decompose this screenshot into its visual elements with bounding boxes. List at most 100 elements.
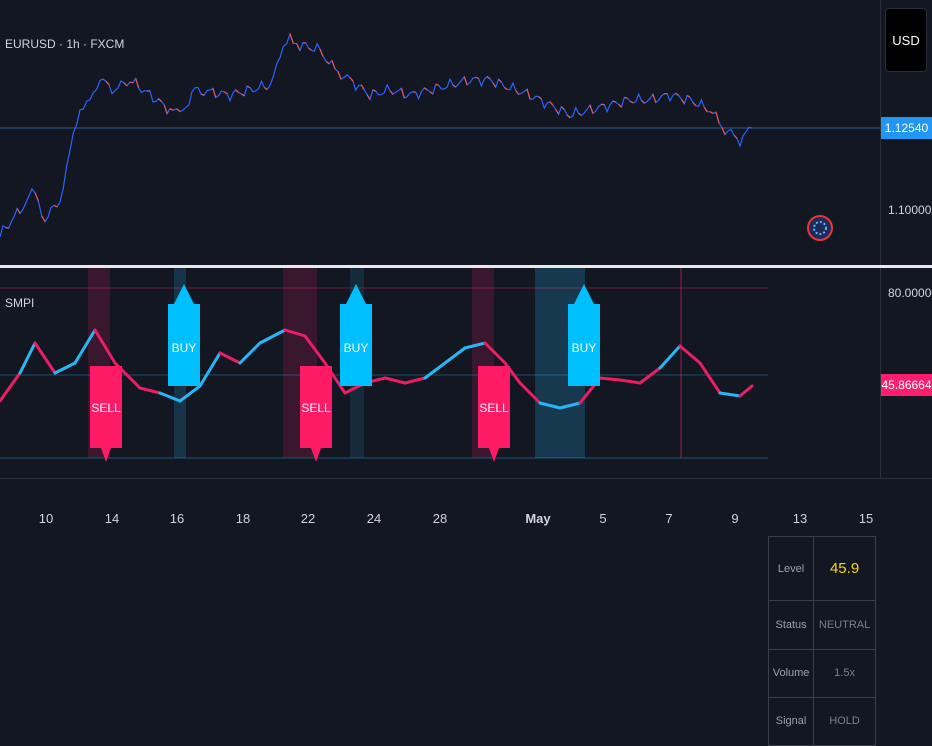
bear-segment — [499, 79, 502, 82]
bear-segment — [653, 94, 656, 102]
bear-segment — [297, 44, 300, 51]
bear-segment — [687, 96, 690, 98]
bear-segment — [159, 99, 162, 102]
sell-flag[interactable]: SELL — [478, 366, 510, 462]
bear-segment — [676, 93, 679, 95]
bear-segment — [367, 95, 370, 100]
bear-segment — [630, 101, 633, 103]
bear-segment — [734, 135, 737, 138]
bear-segment — [476, 77, 479, 78]
bear-segment — [424, 88, 427, 90]
oscillator-segment — [260, 330, 285, 343]
bear-segment — [613, 101, 616, 102]
bear-segment — [241, 94, 244, 96]
bear-segment — [681, 99, 684, 104]
bear-segment — [716, 112, 719, 123]
oscillator-segment — [35, 343, 55, 373]
oscillator-segment — [140, 388, 160, 393]
oscillator-segment — [660, 346, 680, 368]
bear-segment — [390, 91, 393, 95]
bear-segment — [6, 228, 9, 229]
time-tick: 16 — [170, 511, 184, 526]
currency-button[interactable]: USD — [885, 8, 927, 72]
bear-segment — [539, 97, 542, 100]
stats-label: Volume — [769, 649, 814, 697]
time-tick: 5 — [599, 511, 606, 526]
stats-value: HOLD — [814, 697, 876, 745]
bear-segment — [550, 102, 553, 106]
bear-segment — [124, 83, 127, 86]
bear-segment — [54, 205, 57, 207]
bear-segment — [17, 209, 20, 214]
bear-segment — [710, 112, 713, 114]
bear-segment — [320, 49, 323, 56]
oscillator-segment — [600, 378, 620, 380]
bear-segment — [373, 90, 376, 91]
indicator-chart[interactable]: BUY BUY BUY SELL SELL SELL — [0, 268, 880, 478]
oscillator-segment — [385, 378, 405, 383]
bear-segment — [693, 102, 696, 105]
sell-zone — [680, 268, 682, 458]
bear-segment — [527, 89, 530, 99]
stats-label: Signal — [769, 697, 814, 745]
oscillator-segment — [620, 380, 640, 383]
time-axis[interactable]: 10 14 16 18 22 24 28 May 5 7 9 13 15 — [0, 478, 932, 551]
oscillator-segment — [445, 348, 465, 363]
time-tick: 15 — [859, 511, 873, 526]
stats-label: Status — [769, 601, 814, 649]
bear-segment — [106, 81, 109, 85]
oscillator-segment — [20, 343, 35, 373]
main-chart-pane[interactable]: EURUSD · 1h · FXCM — [0, 0, 880, 265]
stats-value: NEUTRAL — [814, 601, 876, 649]
ideas-badge-icon[interactable] — [808, 216, 832, 240]
bear-segment — [619, 104, 622, 107]
time-tick: 22 — [301, 511, 315, 526]
bear-segment — [170, 109, 173, 111]
bear-segment — [247, 86, 250, 88]
bear-segment — [130, 82, 133, 83]
bear-segment — [290, 34, 293, 43]
oscillator-segment — [200, 353, 220, 386]
time-tick: 24 — [367, 511, 381, 526]
bear-segment — [624, 98, 627, 99]
buy-label: BUY — [344, 341, 369, 355]
bear-segments — [6, 34, 737, 228]
bear-segment — [264, 88, 267, 90]
buy-label: BUY — [172, 341, 197, 355]
buy-flag[interactable]: BUY — [340, 284, 372, 386]
sell-flag[interactable]: SELL — [300, 366, 332, 462]
bear-segment — [453, 85, 456, 87]
bear-segment — [556, 109, 559, 114]
buy-flag[interactable]: BUY — [168, 284, 200, 386]
sell-label: SELL — [91, 401, 121, 415]
time-tick: 9 — [731, 511, 738, 526]
bear-segment — [350, 78, 353, 81]
oscillator-segment — [240, 343, 260, 363]
bear-segment — [236, 90, 239, 93]
price-chart[interactable] — [0, 0, 880, 265]
oscillator-segment — [740, 386, 752, 396]
indicator-title[interactable]: SMPI — [5, 296, 34, 310]
oscillator-segment — [55, 363, 75, 373]
bear-segment — [338, 72, 341, 80]
symbol-title[interactable]: EURUSD · 1h · FXCM — [5, 37, 124, 51]
sell-label: SELL — [301, 401, 331, 415]
bear-segment — [401, 88, 404, 98]
time-tick: May — [525, 511, 550, 526]
bear-segment — [436, 84, 439, 85]
sell-flag[interactable]: SELL — [90, 366, 122, 462]
bear-segment — [641, 100, 644, 103]
bear-segment — [487, 77, 490, 79]
bear-segment — [326, 61, 329, 64]
bear-segment — [493, 83, 496, 87]
bear-segment — [136, 79, 139, 88]
bear-segment — [590, 105, 593, 113]
bear-segment — [201, 94, 204, 95]
bear-segment — [579, 113, 582, 115]
bear-segment — [722, 128, 725, 135]
